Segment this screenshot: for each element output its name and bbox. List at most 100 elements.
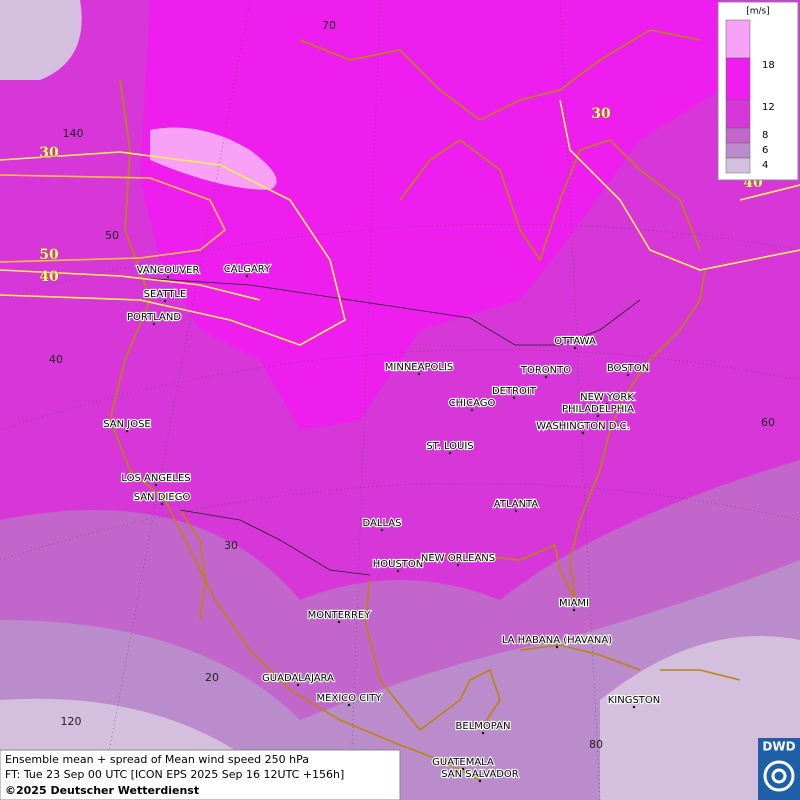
graticule-label: 140 <box>63 127 84 140</box>
graticule-label: 120 <box>61 715 82 728</box>
contour-label: 30 <box>591 106 611 122</box>
legend-band <box>725 127 751 144</box>
logo: DWD <box>758 738 800 800</box>
graticule-label: 50 <box>105 229 119 242</box>
logo-icon <box>763 760 795 792</box>
legend-unit: [m/s] <box>746 7 770 17</box>
city-dot <box>245 274 249 278</box>
city-dot <box>160 502 164 506</box>
legend-label: 4 <box>762 160 768 171</box>
city-dot <box>605 402 609 406</box>
footer-line: ©2025 Deutscher Wetterdienst <box>5 784 199 797</box>
city-dot <box>152 322 156 326</box>
city-label: GUADALAJARA <box>262 673 334 684</box>
legend-label: 18 <box>762 60 775 71</box>
field-max <box>150 127 277 190</box>
contour-label: 30 <box>39 145 59 161</box>
contour-label: 40 <box>39 269 59 285</box>
city-label: MEXICO CITY <box>317 693 383 704</box>
city-label: SEATTLE <box>144 289 187 300</box>
legend-label: 8 <box>762 130 768 141</box>
city-label: NEW ORLEANS <box>421 553 495 564</box>
graticule-label: 20 <box>205 671 219 684</box>
city-dot <box>166 275 170 279</box>
city-dot <box>632 705 636 709</box>
city-dot <box>396 569 400 573</box>
legend: [m/s] 18 12 8 6 4 <box>717 1 799 181</box>
city-label: ST. LOUIS <box>426 441 473 452</box>
city-dot <box>470 408 474 412</box>
city-dot <box>163 299 167 303</box>
coastlines <box>109 29 741 781</box>
graticule-label: 30 <box>224 539 238 552</box>
city-label: TORONTO <box>520 365 571 376</box>
city-dot <box>461 767 465 771</box>
city-dot <box>626 373 630 377</box>
footer-line: FT: Tue 23 Sep 00 UTC [ICON EPS 2025 Sep… <box>5 768 344 781</box>
city-dot <box>544 375 548 379</box>
contours <box>0 99 800 346</box>
legend-band <box>725 99 751 129</box>
legend-band <box>725 57 751 101</box>
city-label: DETROIT <box>492 386 537 397</box>
footer: Ensemble mean + spread of Mean wind spee… <box>0 749 401 800</box>
graticule-label: 70 <box>322 19 336 32</box>
city-label: SAN SALVADOR <box>441 769 518 780</box>
city-label: ATLANTA <box>494 499 539 510</box>
city-label: PHILADELPHIA <box>562 404 634 415</box>
borders <box>139 277 641 576</box>
city-dot <box>481 731 485 735</box>
city-dot <box>555 645 559 649</box>
city-dot <box>448 451 452 455</box>
city-dot <box>478 779 482 783</box>
city-dot <box>573 346 577 350</box>
city-label: PORTLAND <box>127 312 181 323</box>
footer-line: Ensemble mean + spread of Mean wind spee… <box>5 753 309 766</box>
city-dot <box>154 483 158 487</box>
city-dot <box>512 396 516 400</box>
city-label: SAN JOSE <box>103 419 151 430</box>
city-label: HOUSTON <box>373 559 424 570</box>
city-label: MIAMI <box>559 598 589 609</box>
graticule-label: 60 <box>761 416 775 429</box>
city-dot <box>456 563 460 567</box>
legend-band <box>725 19 751 59</box>
city-dot <box>337 620 341 624</box>
city-dot <box>347 703 351 707</box>
graticule-label: 40 <box>49 353 63 366</box>
city-label: WASHINGTON D.C. <box>536 421 630 432</box>
legend-bands: 18 12 8 6 4 <box>725 19 775 174</box>
logo-text: DWD <box>762 740 795 754</box>
city-label: NEW YORK <box>580 392 634 403</box>
city-label: MINNEAPOLIS <box>385 362 453 373</box>
city-label: CHICAGO <box>449 398 496 409</box>
city-dot <box>417 372 421 376</box>
city-dot <box>572 608 576 612</box>
city-dot <box>380 528 384 532</box>
labels: VANCOUVER CALGARY SEATTLE PORTLAND MINNEAPOL… <box>39 19 775 783</box>
city-label: CALGARY <box>224 264 271 275</box>
city-dot <box>125 429 129 433</box>
contour-label: 50 <box>39 247 59 263</box>
legend-label: 6 <box>762 145 768 156</box>
legend-band <box>725 157 751 174</box>
field-high <box>140 0 720 430</box>
logo-icon <box>771 768 787 784</box>
city-label: LOS ANGELES <box>121 473 190 484</box>
city-label: BOSTON <box>607 363 649 374</box>
footer-box <box>0 749 401 800</box>
city-dot <box>596 414 600 418</box>
legend-label: 12 <box>762 102 775 113</box>
city-dot <box>514 509 518 513</box>
city-dot <box>296 683 300 687</box>
city-dot <box>581 431 585 435</box>
city-label: BELMOPAN <box>456 721 511 732</box>
legend-band <box>725 142 751 159</box>
city-label: DALLAS <box>363 518 402 529</box>
city-label: LA HABANA (HAVANA) <box>502 635 612 646</box>
city-label: OTTAWA <box>554 336 596 347</box>
